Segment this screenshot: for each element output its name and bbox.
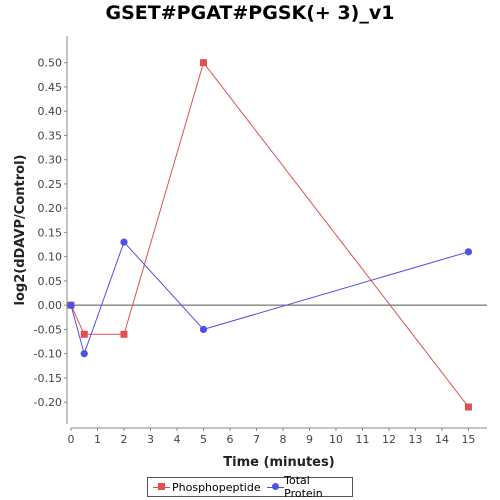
- y-tick-label: 0.25: [38, 178, 63, 191]
- data-point-total-protein: [80, 350, 88, 358]
- data-point-total-protein: [199, 325, 208, 334]
- y-axis-label: log2(dDAVP/Control): [13, 155, 28, 306]
- legend-swatch-total-protein: [266, 483, 284, 491]
- x-tick-label: 7: [253, 433, 260, 446]
- x-tick-label: 15: [461, 433, 475, 446]
- legend-swatch-phosphopeptide: [153, 483, 170, 491]
- x-tick-label: 3: [147, 433, 154, 446]
- plot-area: [71, 36, 487, 424]
- legend-label-total-protein: Total Protein: [284, 474, 323, 500]
- x-tick-label: 0: [68, 433, 75, 446]
- chart-title: GSET#PGAT#PGSK(+ 3)_v1: [105, 2, 395, 24]
- x-tick-label: 6: [226, 433, 233, 446]
- y-tick-label: -0.10: [34, 348, 62, 361]
- y-tick-label: 0.40: [38, 105, 63, 118]
- data-point-phosphopeptide: [199, 59, 207, 67]
- x-tick-label: 10: [329, 433, 343, 446]
- y-tick-label: 0.50: [38, 57, 63, 70]
- y-tick-label: 0.15: [38, 226, 63, 239]
- x-tick-label: 8: [279, 433, 286, 446]
- legend-item-phosphopeptide: Phosphopeptide: [153, 481, 261, 494]
- x-tick-label: 2: [120, 433, 127, 446]
- x-tick-label: 4: [173, 433, 180, 446]
- series-total-protein: [67, 238, 473, 358]
- x-tick-label: 11: [355, 433, 369, 446]
- y-tick-label: -0.15: [34, 372, 62, 385]
- y-tick-label: 0.45: [38, 81, 63, 94]
- x-axis-label: Time (minutes): [223, 455, 334, 470]
- y-tick-label: 0.30: [38, 154, 63, 167]
- x-tick-label: 5: [200, 433, 207, 446]
- data-point-phosphopeptide: [120, 330, 128, 338]
- series-layer: [67, 59, 473, 411]
- y-tick-label: -0.05: [34, 323, 62, 336]
- legend-label-phosphopeptide: Phosphopeptide: [172, 480, 261, 494]
- data-point-total-protein: [464, 248, 473, 256]
- x-tick-label: 9: [306, 433, 313, 446]
- x-tick-label: 13: [408, 433, 422, 446]
- data-point-phosphopeptide: [80, 330, 88, 338]
- y-tick-label: 0.10: [38, 251, 63, 264]
- y-tick-label: 0.05: [38, 275, 63, 288]
- x-tick-label: 14: [435, 433, 449, 446]
- x-tick-label: 12: [382, 433, 396, 446]
- legend-item-total-protein: Total Protein: [266, 474, 346, 500]
- data-point-total-protein: [120, 238, 128, 246]
- y-axis: -0.20 -0.15 -0.10 -0.05 0.00 0.05 0.10 0.15 0.20…: [34, 36, 68, 424]
- x-axis: 0 1 2 3 4 5 6 7 8 9 10 11 12 13 14 15: [68, 427, 487, 446]
- legend: Phosphopeptide Total Protein: [147, 474, 353, 500]
- y-tick-label: 0.35: [38, 129, 63, 142]
- y-tick-label: -0.20: [34, 396, 62, 409]
- data-point-phosphopeptide: [464, 403, 472, 411]
- data-point-total-protein: [67, 301, 75, 309]
- y-tick-label: 0.00: [38, 299, 63, 312]
- x-tick-label: 1: [94, 433, 101, 446]
- y-tick-label: 0.20: [38, 202, 63, 215]
- plot-background: [71, 36, 487, 424]
